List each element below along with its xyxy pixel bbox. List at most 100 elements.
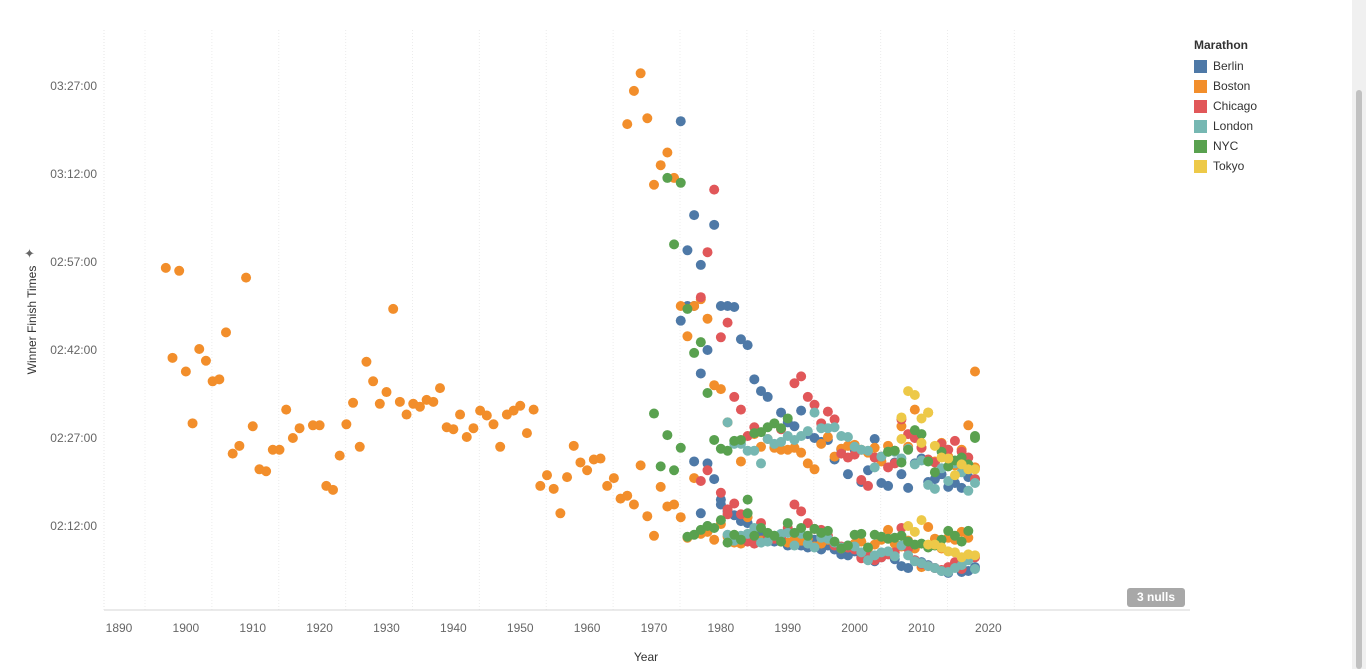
data-point-boston[interactable] [488, 419, 499, 430]
data-point-berlin[interactable] [756, 386, 766, 397]
data-point-london[interactable] [756, 458, 766, 469]
data-point-berlin[interactable] [675, 116, 686, 127]
data-point-tokyo[interactable] [929, 440, 940, 451]
data-point-boston[interactable] [963, 420, 974, 431]
data-point-nyc[interactable] [782, 518, 793, 529]
data-point-nyc[interactable] [675, 442, 686, 453]
data-point-chicago[interactable] [829, 414, 840, 425]
data-point-boston[interactable] [528, 404, 539, 415]
pin-icon[interactable]: ✦ [24, 246, 35, 261]
data-point-boston[interactable] [822, 432, 833, 443]
data-point-berlin[interactable] [896, 469, 907, 480]
data-point-london[interactable] [776, 436, 787, 447]
data-point-boston[interactable] [261, 466, 272, 477]
data-point-chicago[interactable] [802, 391, 813, 402]
data-point-boston[interactable] [669, 499, 680, 510]
data-point-london[interactable] [943, 476, 954, 487]
data-point-boston[interactable] [635, 460, 646, 471]
data-point-london[interactable] [869, 462, 880, 473]
data-point-chicago[interactable] [856, 475, 867, 486]
data-point-berlin[interactable] [883, 480, 894, 491]
data-point-berlin[interactable] [796, 405, 807, 416]
data-point-boston[interactable] [495, 441, 506, 452]
data-point-boston[interactable] [562, 472, 573, 483]
data-point-nyc[interactable] [709, 522, 720, 533]
data-point-nyc[interactable] [963, 525, 974, 536]
data-point-chicago[interactable] [722, 509, 733, 520]
data-point-boston[interactable] [809, 464, 820, 475]
data-point-boston[interactable] [622, 490, 633, 501]
data-point-boston[interactable] [234, 440, 245, 451]
data-point-nyc[interactable] [896, 530, 907, 541]
data-point-boston[interactable] [160, 262, 171, 273]
data-point-boston[interactable] [247, 421, 258, 432]
data-point-boston[interactable] [435, 383, 445, 394]
data-point-boston[interactable] [361, 356, 372, 367]
data-point-boston[interactable] [388, 303, 399, 314]
data-point-boston[interactable] [348, 397, 359, 408]
data-point-boston[interactable] [682, 331, 693, 342]
data-point-london[interactable] [789, 540, 800, 551]
data-point-nyc[interactable] [655, 461, 666, 472]
data-point-nyc[interactable] [742, 494, 753, 505]
data-point-london[interactable] [809, 542, 820, 553]
data-point-london[interactable] [809, 407, 820, 418]
data-point-boston[interactable] [314, 420, 325, 431]
vertical-scrollbar[interactable] [1352, 0, 1366, 669]
data-point-nyc[interactable] [695, 337, 706, 348]
data-point-chicago[interactable] [949, 435, 960, 446]
data-point-berlin[interactable] [689, 456, 700, 467]
data-point-boston[interactable] [582, 465, 593, 476]
data-point-boston[interactable] [628, 85, 639, 96]
data-point-boston[interactable] [649, 530, 659, 541]
data-point-chicago[interactable] [729, 498, 740, 509]
legend-item-nyc[interactable]: NYC [1194, 136, 1257, 156]
data-point-tokyo[interactable] [916, 413, 927, 424]
data-point-boston[interactable] [180, 366, 191, 377]
data-point-boston[interactable] [675, 512, 686, 523]
data-point-chicago[interactable] [702, 247, 713, 258]
legend-item-london[interactable]: London [1194, 116, 1257, 136]
data-point-chicago[interactable] [702, 465, 713, 476]
legend-item-boston[interactable]: Boston [1194, 76, 1257, 96]
scrollbar-thumb[interactable] [1356, 90, 1362, 669]
data-point-boston[interactable] [274, 444, 285, 455]
data-point-nyc[interactable] [949, 530, 960, 541]
data-point-nyc[interactable] [662, 430, 673, 441]
data-point-nyc[interactable] [956, 536, 967, 547]
data-point-boston[interactable] [241, 272, 252, 283]
data-point-berlin[interactable] [869, 433, 880, 444]
data-point-boston[interactable] [187, 418, 198, 429]
data-point-london[interactable] [963, 485, 974, 496]
data-point-chicago[interactable] [709, 184, 720, 195]
data-point-nyc[interactable] [675, 177, 686, 188]
data-point-berlin[interactable] [695, 368, 706, 379]
data-point-nyc[interactable] [735, 434, 746, 445]
data-point-berlin[interactable] [729, 301, 740, 312]
data-point-nyc[interactable] [649, 408, 659, 419]
data-point-nyc[interactable] [856, 528, 867, 539]
data-point-boston[interactable] [883, 524, 894, 535]
data-point-nyc[interactable] [903, 444, 914, 455]
legend-item-berlin[interactable]: Berlin [1194, 56, 1257, 76]
data-point-berlin[interactable] [903, 563, 914, 574]
data-point-boston[interactable] [568, 440, 579, 451]
data-point-berlin[interactable] [675, 315, 686, 326]
data-point-boston[interactable] [642, 511, 653, 522]
data-point-boston[interactable] [394, 396, 405, 407]
data-point-boston[interactable] [194, 344, 205, 355]
data-point-nyc[interactable] [776, 423, 787, 434]
data-point-boston[interactable] [575, 457, 586, 468]
data-point-london[interactable] [903, 550, 914, 561]
data-point-nyc[interactable] [669, 465, 680, 476]
data-point-nyc[interactable] [669, 239, 680, 250]
data-point-tokyo[interactable] [923, 407, 934, 418]
data-point-boston[interactable] [174, 265, 185, 276]
data-point-nyc[interactable] [715, 515, 726, 526]
data-point-chicago[interactable] [863, 480, 873, 491]
data-point-boston[interactable] [909, 404, 920, 415]
data-point-nyc[interactable] [689, 347, 700, 358]
data-point-nyc[interactable] [776, 536, 787, 547]
data-point-tokyo[interactable] [943, 453, 954, 464]
data-point-boston[interactable] [401, 409, 412, 420]
